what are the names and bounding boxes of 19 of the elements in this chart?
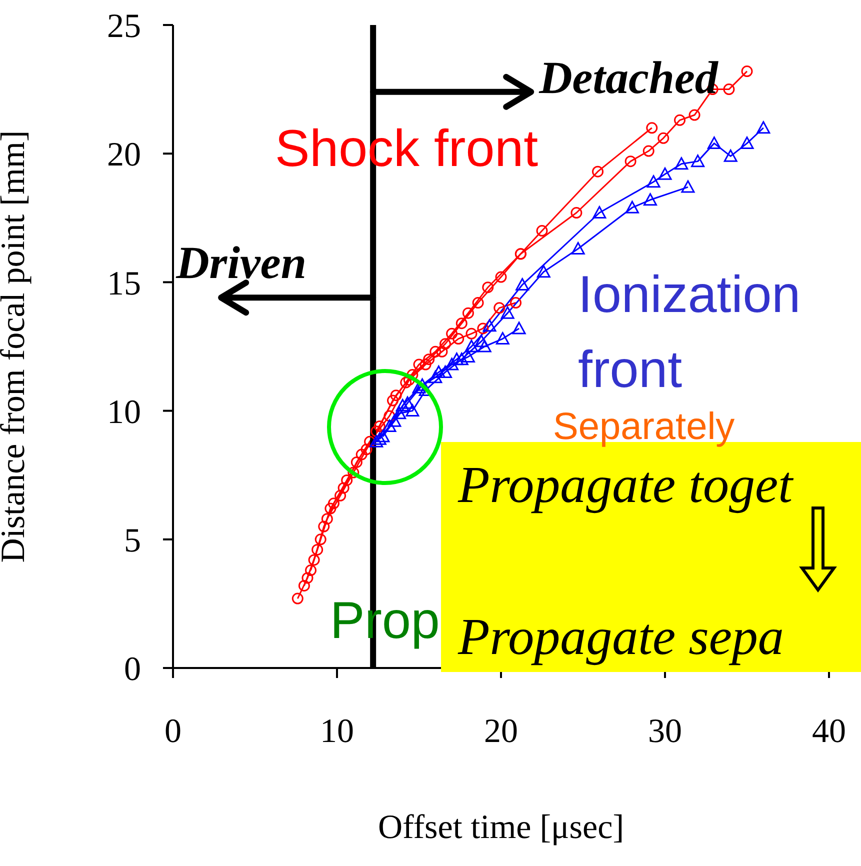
x-tick-label: 30: [648, 713, 682, 750]
y-tick-label: 5: [124, 522, 141, 560]
annotation: Separately: [553, 405, 735, 450]
x-tick-label: 10: [320, 713, 354, 750]
y-tick-label: 15: [107, 265, 141, 302]
x-tick-label: 40: [812, 713, 846, 750]
y-tick-label: 20: [107, 136, 141, 174]
annotation: Driven: [176, 236, 306, 290]
x-axis-title: Offset time [μsec]: [378, 809, 624, 846]
annotation: Ionization front: [578, 266, 801, 400]
y-tick-label: 25: [107, 8, 141, 46]
x-tick-label: 20: [484, 713, 518, 750]
annotation: Detached: [539, 50, 718, 105]
x-tick-label: 0: [164, 713, 182, 750]
y-axis-title: Distance from focal point [mm]: [0, 130, 32, 563]
annotation: Propagate toget: [458, 456, 793, 516]
annotation: Propagate sepa: [458, 608, 784, 668]
y-tick-label: 10: [107, 394, 141, 431]
y-tick-label: 0: [124, 651, 141, 688]
